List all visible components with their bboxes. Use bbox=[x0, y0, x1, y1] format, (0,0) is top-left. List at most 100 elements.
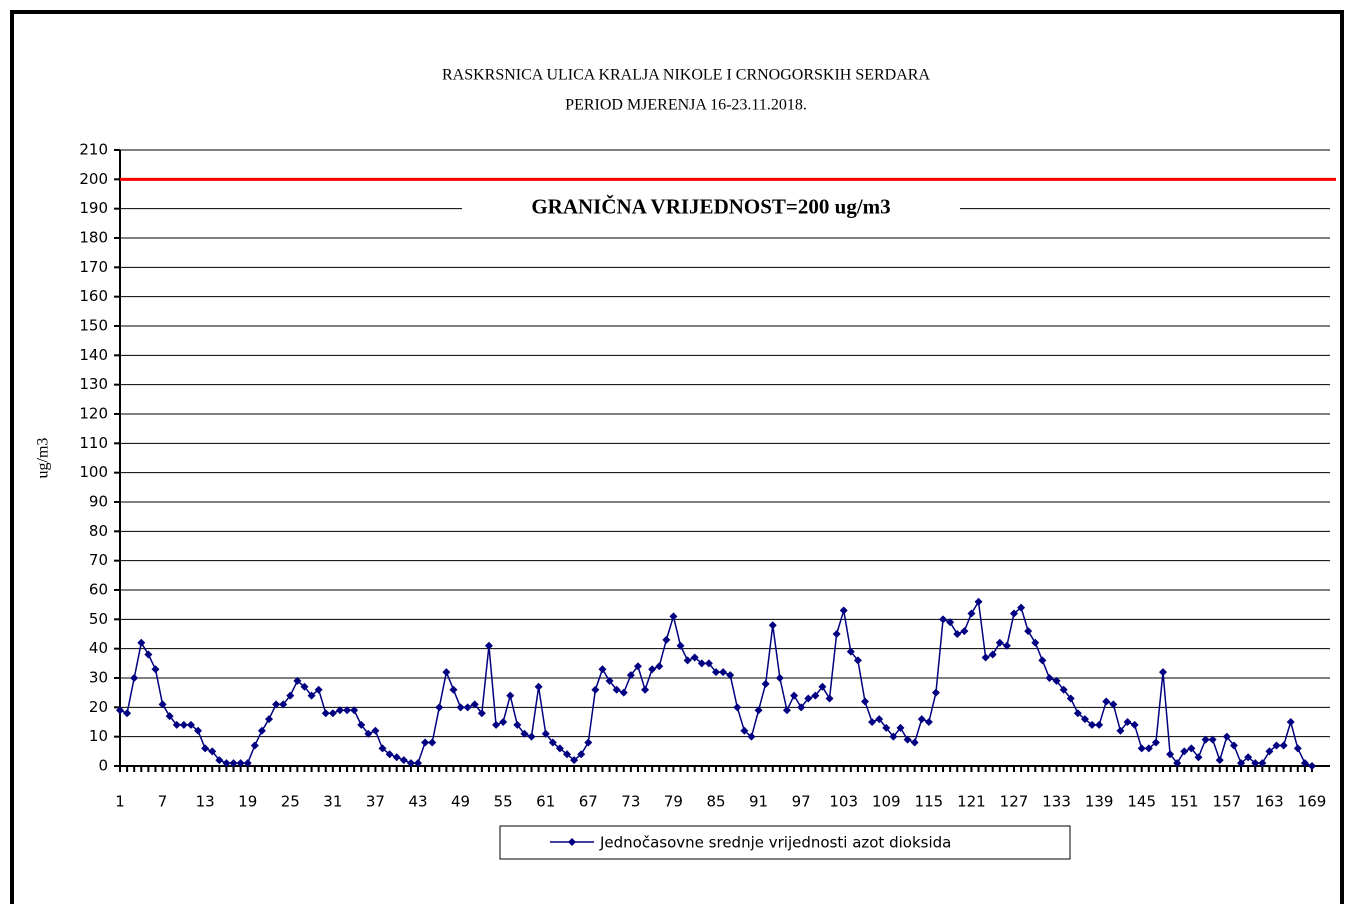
data-point bbox=[229, 759, 238, 768]
data-point bbox=[804, 694, 813, 703]
data-point bbox=[236, 759, 245, 768]
x-tick-label: 1 bbox=[115, 793, 125, 811]
data-point bbox=[279, 700, 288, 709]
data-point bbox=[1130, 720, 1139, 729]
data-point bbox=[1308, 762, 1316, 770]
x-tick-label: 13 bbox=[196, 793, 215, 811]
data-point bbox=[314, 685, 323, 694]
data-point bbox=[1229, 741, 1238, 750]
data-point bbox=[364, 729, 373, 738]
data-point bbox=[1073, 709, 1082, 718]
x-tick-label: 61 bbox=[536, 793, 555, 811]
x-tick-label: 103 bbox=[829, 793, 858, 811]
data-point bbox=[740, 726, 749, 735]
data-point bbox=[534, 682, 543, 691]
data-point bbox=[272, 700, 281, 709]
data-point bbox=[350, 706, 359, 715]
data-point bbox=[215, 756, 224, 765]
data-point bbox=[1045, 674, 1054, 682]
data-point bbox=[442, 668, 451, 677]
x-tick-label: 49 bbox=[451, 793, 470, 811]
data-point bbox=[1272, 741, 1281, 750]
chart-title: RASKRSNICA ULICA KRALJA NIKOLE I CRNOGOR… bbox=[442, 67, 930, 84]
data-point bbox=[1237, 759, 1246, 768]
data-point bbox=[697, 659, 706, 668]
data-point bbox=[690, 653, 699, 662]
data-point bbox=[307, 691, 316, 700]
data-point bbox=[179, 720, 188, 729]
data-point bbox=[889, 732, 898, 741]
data-point bbox=[321, 709, 330, 718]
data-point bbox=[1024, 627, 1033, 636]
data-point bbox=[953, 630, 962, 638]
data-point bbox=[1151, 738, 1160, 747]
data-point bbox=[548, 738, 557, 747]
y-tick-label: 160 bbox=[79, 287, 108, 305]
data-point bbox=[967, 609, 976, 618]
x-tick-label: 97 bbox=[792, 793, 811, 811]
data-point bbox=[655, 662, 664, 671]
data-point bbox=[1052, 676, 1061, 685]
data-point bbox=[726, 671, 735, 680]
x-tick-label: 157 bbox=[1213, 793, 1242, 811]
data-point bbox=[733, 703, 742, 712]
y-tick-label: 150 bbox=[79, 317, 108, 335]
y-axis-label: ug/m3 bbox=[35, 438, 52, 479]
data-point bbox=[1194, 753, 1203, 762]
x-tick-label: 109 bbox=[872, 793, 901, 811]
series-line bbox=[119, 599, 1313, 767]
y-tick-label: 90 bbox=[89, 493, 108, 511]
data-point bbox=[1173, 759, 1182, 768]
data-point bbox=[414, 759, 422, 768]
data-point bbox=[144, 650, 153, 659]
data-point bbox=[208, 747, 217, 756]
data-point bbox=[250, 741, 259, 750]
data-point bbox=[612, 685, 621, 694]
data-point bbox=[257, 726, 266, 735]
data-point bbox=[1286, 718, 1295, 726]
y-tick-label: 80 bbox=[89, 522, 108, 540]
data-point bbox=[449, 685, 458, 694]
data-point bbox=[1095, 720, 1104, 729]
data-point bbox=[1066, 694, 1075, 703]
x-tick-label: 91 bbox=[749, 793, 768, 811]
x-tick-label: 67 bbox=[579, 793, 598, 811]
data-point bbox=[165, 712, 174, 721]
legend-marker bbox=[568, 838, 576, 846]
data-point bbox=[1251, 759, 1260, 768]
data-point bbox=[186, 720, 195, 729]
data-point bbox=[570, 756, 579, 765]
data-point bbox=[1080, 715, 1089, 724]
x-tick-label: 43 bbox=[408, 793, 427, 811]
data-point bbox=[506, 691, 515, 700]
y-tick-label: 20 bbox=[89, 698, 108, 716]
data-point bbox=[960, 627, 969, 636]
data-point bbox=[428, 738, 437, 747]
data-point bbox=[861, 697, 869, 706]
data-point bbox=[470, 700, 479, 709]
data-point bbox=[1123, 718, 1132, 726]
data-point bbox=[598, 665, 607, 674]
chart-subtitle: PERIOD MJERENJA 16-23.11.2018. bbox=[565, 97, 807, 114]
data-point bbox=[335, 706, 344, 715]
data-point bbox=[1059, 685, 1068, 694]
data-point bbox=[591, 685, 600, 694]
legend-box bbox=[499, 825, 1071, 860]
y-tick-label: 70 bbox=[89, 551, 108, 569]
x-tick-label: 25 bbox=[281, 793, 300, 811]
data-point bbox=[704, 659, 713, 668]
data-point bbox=[399, 756, 408, 765]
y-tick-label: 200 bbox=[79, 170, 108, 188]
data-point bbox=[328, 709, 337, 718]
data-point bbox=[683, 656, 692, 665]
data-point bbox=[1017, 603, 1026, 612]
y-tick-label: 60 bbox=[89, 581, 108, 599]
data-point bbox=[619, 688, 628, 697]
data-point bbox=[172, 720, 181, 729]
data-point bbox=[406, 759, 415, 768]
y-tick-label: 100 bbox=[79, 463, 108, 481]
data-point bbox=[676, 641, 685, 650]
data-point bbox=[158, 700, 167, 709]
data-point bbox=[946, 618, 955, 627]
data-point bbox=[527, 732, 536, 741]
